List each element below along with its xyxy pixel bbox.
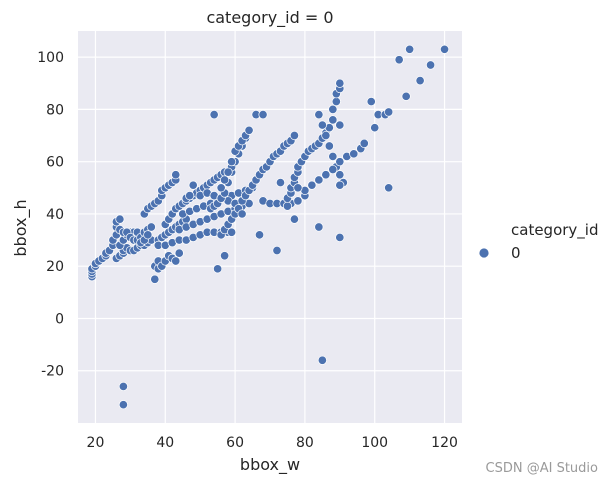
x-tick-label: 100	[361, 435, 388, 451]
data-point	[317, 120, 327, 130]
y-tick-label: 60	[46, 155, 64, 171]
x-tick-label: 60	[226, 435, 244, 451]
data-point	[328, 164, 338, 175]
y-tick-labels: -20 0 20 40 60 80 100	[37, 50, 64, 380]
y-tick-label: 0	[55, 311, 64, 327]
data-point	[220, 251, 230, 261]
data-point	[394, 55, 404, 65]
y-tick-label: 20	[46, 259, 64, 275]
data-point	[118, 400, 128, 410]
data-point	[366, 97, 376, 107]
data-point	[331, 97, 341, 107]
data-point	[275, 178, 286, 188]
y-tick-label: 40	[46, 207, 64, 223]
watermark: CSDN @AI Studio	[486, 461, 599, 476]
legend-marker	[478, 247, 490, 259]
data-point	[216, 183, 226, 193]
data-point	[314, 110, 324, 120]
data-point	[293, 183, 303, 193]
data-point	[188, 180, 198, 190]
data-point	[118, 381, 128, 391]
data-point	[335, 120, 345, 130]
data-point	[317, 355, 327, 365]
data-point	[227, 227, 237, 237]
data-point	[227, 157, 237, 167]
data-point	[258, 110, 268, 120]
data-point	[335, 232, 345, 243]
y-tick-label: 80	[46, 102, 64, 118]
data-point	[335, 157, 345, 167]
data-point	[146, 222, 156, 232]
data-point	[335, 180, 345, 190]
data-point	[185, 191, 195, 201]
data-point	[370, 123, 380, 133]
data-point	[384, 107, 394, 117]
data-point	[254, 230, 265, 240]
data-point	[244, 125, 254, 135]
plot-background	[78, 31, 462, 423]
x-axis-label: bbox_w	[240, 455, 300, 475]
data-point	[439, 44, 450, 54]
data-point	[401, 91, 411, 101]
data-point	[359, 138, 369, 148]
data-point	[314, 222, 324, 232]
legend-entry: 0	[511, 244, 521, 262]
data-point	[282, 201, 293, 211]
legend: category_id 0	[478, 221, 598, 262]
data-point	[328, 115, 338, 125]
legend-title: category_id	[511, 221, 598, 240]
data-point	[171, 170, 181, 180]
data-point	[115, 214, 125, 224]
data-point	[220, 175, 230, 185]
data-point	[143, 230, 153, 240]
data-point	[150, 274, 160, 284]
y-tick-label: -20	[41, 364, 64, 380]
chart-title: category_id = 0	[206, 8, 333, 28]
data-point	[328, 151, 338, 161]
data-point	[321, 130, 331, 141]
data-point	[349, 149, 359, 159]
data-point	[289, 214, 299, 224]
data-point	[335, 170, 345, 180]
data-point	[293, 196, 303, 206]
data-point	[272, 245, 282, 256]
y-axis-label: bbox_h	[11, 199, 31, 256]
x-tick-label: 80	[296, 435, 314, 451]
data-points	[87, 44, 450, 410]
data-point	[384, 183, 394, 193]
data-point	[415, 76, 425, 86]
data-point	[405, 44, 415, 54]
data-point	[223, 167, 233, 177]
data-point	[324, 141, 334, 151]
data-point	[307, 180, 317, 190]
data-point	[314, 175, 324, 185]
data-point	[171, 256, 181, 266]
x-tick-label: 120	[431, 435, 458, 451]
data-point	[174, 248, 184, 258]
data-point	[213, 264, 223, 274]
data-point	[209, 110, 219, 120]
data-point	[321, 170, 331, 180]
data-point	[335, 78, 345, 88]
y-tick-label: 100	[37, 50, 64, 66]
x-tick-labels: 20 40 60 80 100 120	[87, 435, 458, 451]
data-point	[289, 130, 299, 141]
data-point	[237, 209, 247, 219]
data-point	[328, 104, 338, 114]
data-point	[426, 60, 436, 70]
x-tick-label: 40	[156, 435, 174, 451]
x-tick-label: 20	[87, 435, 105, 451]
